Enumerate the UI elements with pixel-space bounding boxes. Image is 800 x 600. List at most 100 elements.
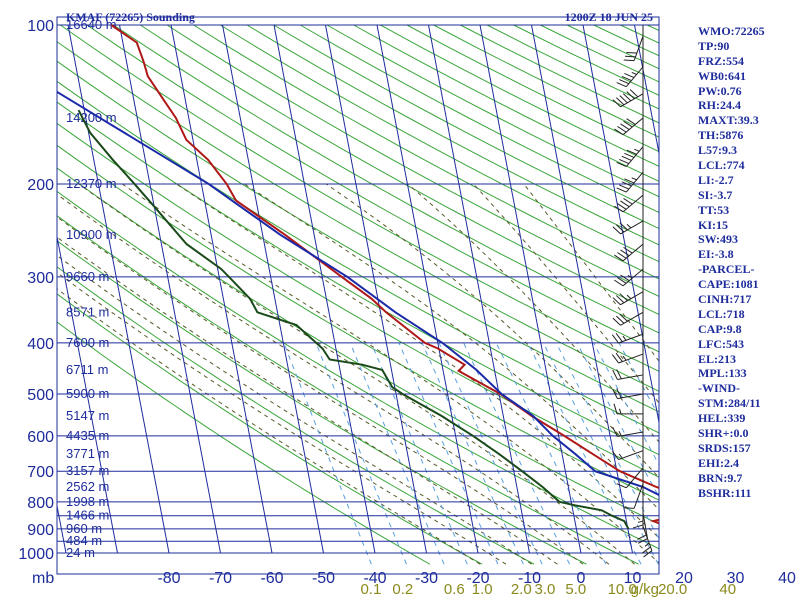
wind-barb-flag: [612, 99, 621, 108]
mixing-ratio-label: 2.0: [511, 581, 532, 598]
mixing-ratio-label: 3.0: [535, 581, 556, 598]
moist-adiabat: [473, 183, 659, 404]
mixing-ratio-line: [463, 342, 571, 565]
temperature-axis: -80 -70 -60 -50 -40 -30 -20 -10 0 10 20 30 40: [157, 570, 796, 587]
wind-barb-shaft: [642, 512, 649, 539]
wind-barb-flag: [611, 334, 619, 344]
wind-barb-flag: [619, 222, 628, 231]
wind-barb-half-flag: [631, 71, 637, 75]
dry-adiabat: [781, 25, 800, 564]
dry-adiabat: [566, 24, 659, 70]
mixing-ratio-label: 1.0: [472, 581, 493, 598]
moist-adiabat: [57, 288, 481, 565]
dry-adiabat: [193, 24, 659, 280]
stat-item: -PARCEL-: [698, 262, 755, 277]
wind-barb: [612, 291, 644, 306]
wind-barb: [614, 243, 644, 262]
height-label: 8571 m: [66, 304, 109, 319]
stat-item: EI:-3.8: [698, 247, 734, 262]
wind-barb-flag: [624, 72, 635, 78]
pressure-tick-label: 400: [27, 336, 54, 353]
height-label: 1998 m: [66, 494, 109, 509]
height-label: 10900 m: [66, 227, 117, 242]
dry-adiabat: [57, 321, 431, 565]
moist-adiabat: [244, 183, 659, 511]
wind-barb-flag: [620, 200, 630, 208]
pressure-axis: 100 200 300 400 500 600 700 800 900 1000: [18, 18, 54, 563]
wind-barb-shaft: [620, 93, 644, 108]
height-label: 24 m: [66, 545, 95, 560]
wind-barb: [612, 89, 644, 108]
stat-item: SHR+:0.0: [698, 426, 749, 441]
mixing-ratio-line: [283, 342, 372, 565]
wind-barb-shaft: [633, 36, 644, 61]
stat-item: PW:0.76: [698, 83, 742, 98]
wind-barb-flag: [616, 187, 627, 193]
mixing-ratio-line: [398, 342, 499, 565]
wind-barb: [612, 426, 644, 438]
wind-barb-half-flag: [622, 355, 627, 361]
sounding-series: [57, 24, 659, 530]
wind-barb: [616, 467, 644, 489]
wind-barb-flag: [620, 249, 630, 257]
wind-barb-flag: [615, 352, 623, 362]
wind-barb: [623, 36, 644, 62]
wind-barb-flag: [612, 226, 621, 235]
dewpoint-line: [77, 109, 630, 530]
wind-barb-flag: [629, 89, 639, 98]
wind-barb-flag: [619, 158, 630, 164]
wind-barb-flag: [615, 332, 623, 342]
dry-adiabat: [113, 24, 659, 334]
wind-barb-flag: [641, 546, 651, 554]
wind-barb-half-flag: [631, 177, 637, 181]
wind-barb-flag: [611, 450, 619, 460]
height-label: 960 m: [66, 521, 102, 536]
moist-adiabat: [121, 183, 659, 564]
wind-barb-flag: [616, 162, 627, 168]
height-label: 5147 m: [66, 408, 109, 423]
dry-adiabat: [57, 101, 659, 456]
isotherm-line: [479, 24, 582, 554]
wind-barb-shaft: [642, 526, 653, 551]
wind-barb-flag: [625, 55, 636, 58]
stat-item: WB0:641: [698, 68, 746, 83]
wind-barb-flag: [624, 178, 635, 184]
stat-item: SI:-3.7: [698, 187, 733, 202]
dry-adiabat: [57, 144, 659, 501]
wind-barb-flag: [617, 203, 627, 210]
mixing-ratio-line: [349, 342, 445, 565]
wind-barb-flag: [612, 317, 621, 326]
wind-barb-flag: [612, 426, 618, 437]
stat-item: BRN:9.7: [698, 470, 743, 485]
wind-barb-flag: [637, 538, 648, 544]
stat-item: TT:53: [698, 202, 730, 217]
wind-barb-flag: [621, 155, 632, 161]
wind-barb-flag: [612, 369, 618, 380]
temperature-tick-label: -40: [363, 570, 386, 587]
wind-barb-flag: [620, 274, 630, 282]
wind-barb: [623, 483, 644, 509]
wind-barb-flag: [617, 277, 627, 284]
mixing-ratio-line: [315, 342, 407, 565]
wind-barb-flag: [613, 403, 618, 414]
temperature-tick-label: 0: [577, 570, 586, 587]
wind-barb-flag: [616, 483, 627, 489]
dry-adiabat-lines: [57, 24, 800, 565]
wind-barb-shaft: [618, 353, 644, 364]
moist-adiabat: [57, 272, 507, 565]
stat-item: LI:-2.7: [698, 172, 734, 187]
temperature-tick-label: -60: [260, 570, 283, 587]
wind-barb-flag: [624, 152, 635, 158]
moist-adiabat: [325, 183, 659, 479]
wind-barb-shaft: [625, 146, 644, 167]
stat-item: EL:213: [698, 351, 737, 366]
pressure-tick-label: 200: [27, 177, 54, 194]
stat-item: SRDS:157: [698, 440, 751, 455]
dry-adiabat: [57, 80, 659, 434]
wind-barb-shaft: [625, 171, 644, 193]
stat-item: RH:24.4: [698, 98, 741, 113]
stat-item: -WIND-: [698, 381, 740, 396]
wind-barb-shaft: [625, 66, 644, 88]
